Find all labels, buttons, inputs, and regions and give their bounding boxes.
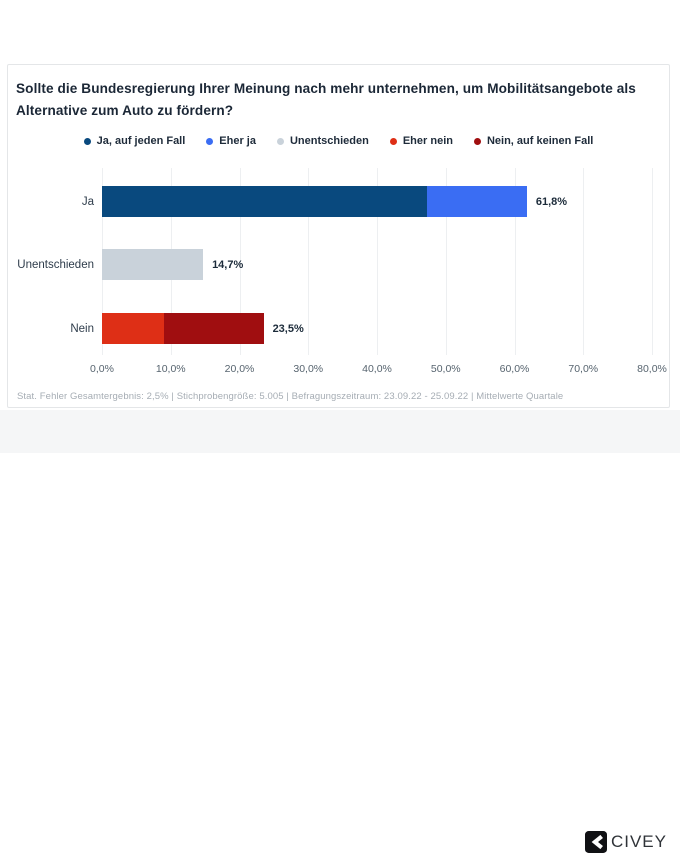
x-axis-tick-label: 20,0% bbox=[224, 363, 255, 375]
legend-item: Unentschieden bbox=[276, 135, 369, 147]
legend-dot-icon bbox=[83, 137, 91, 145]
stacked-bar bbox=[102, 249, 204, 280]
poll-result-card: Sollte die Bundesregierung Ihrer Meinung… bbox=[7, 64, 670, 408]
x-axis-tick-label: 50,0% bbox=[430, 363, 461, 375]
category-label: Ja bbox=[81, 195, 94, 208]
bar-value-label: 61,8% bbox=[535, 195, 568, 208]
gridline bbox=[377, 168, 378, 355]
legend-item-label: Unentschieden bbox=[289, 135, 369, 147]
legend-item-label: Eher nein bbox=[402, 135, 453, 147]
legend-item: Eher ja bbox=[206, 135, 256, 147]
legend-dot-icon bbox=[276, 137, 284, 145]
bar-segment bbox=[102, 249, 204, 280]
gridline bbox=[514, 168, 516, 355]
bar-segment bbox=[426, 186, 527, 217]
legend-dot-icon bbox=[473, 137, 481, 145]
x-axis-tick-label: 70,0% bbox=[568, 363, 599, 375]
question-title: Sollte die Bundesregierung Ihrer Meinung… bbox=[16, 81, 636, 118]
bar-segment bbox=[163, 313, 264, 344]
bar-row: Unentschieden 14,7% bbox=[8, 249, 671, 280]
x-axis-tick-label: 60,0% bbox=[499, 363, 530, 375]
stacked-bar bbox=[102, 186, 527, 217]
bar-row: Ja 61,8% bbox=[8, 186, 671, 217]
stacked-bar bbox=[102, 313, 264, 344]
bar-segment bbox=[102, 186, 427, 217]
x-axis-tick-label: 10,0% bbox=[155, 363, 186, 375]
bottom-brand-strip: CIVEY bbox=[0, 410, 680, 853]
bar-value-label: 14,7% bbox=[212, 258, 244, 271]
legend-item: Ja, auf jeden Fall bbox=[83, 135, 186, 147]
bar-value-label: 23,5% bbox=[272, 322, 304, 335]
survey-metadata: Stat. Fehler Gesamtergebnis: 2,5% | Stic… bbox=[17, 391, 564, 402]
chart-legend: Ja, auf jeden Fall Eher ja Unentschieden Eh… bbox=[8, 135, 669, 147]
civey-logo: CIVEY bbox=[584, 830, 667, 853]
legend-dot-icon bbox=[206, 137, 214, 145]
civey-logo-text: CIVEY bbox=[610, 831, 667, 851]
gridline bbox=[308, 168, 310, 355]
legend-item: Nein, auf keinen Fall bbox=[473, 135, 594, 147]
gridline bbox=[583, 168, 585, 355]
category-label: Unentschieden bbox=[17, 258, 94, 271]
x-axis-tick-label: 80,0% bbox=[637, 363, 667, 375]
legend-item-label: Nein, auf keinen Fall bbox=[486, 135, 594, 147]
x-axis-tick-label: 0,0% bbox=[90, 363, 114, 375]
x-axis-tick-label: 40,0% bbox=[362, 363, 392, 375]
legend-dot-icon bbox=[389, 137, 397, 145]
gridline bbox=[445, 168, 447, 355]
gridline bbox=[652, 168, 653, 355]
legend-item-label: Ja, auf jeden Fall bbox=[96, 135, 186, 147]
bar-chart: Ja 61,8% Unentschieden 14,7% Nein 23,5% 0,0% 1… bbox=[8, 168, 671, 380]
category-label: Nein bbox=[70, 322, 94, 335]
civey-chevron-icon bbox=[584, 830, 607, 853]
x-axis-tick-label: 30,0% bbox=[293, 363, 324, 375]
bar-segment bbox=[102, 313, 164, 344]
gridline bbox=[239, 168, 241, 355]
bar-row: Nein 23,5% bbox=[8, 313, 671, 344]
legend-item: Eher nein bbox=[389, 135, 453, 147]
legend-item-label: Eher ja bbox=[219, 135, 256, 147]
